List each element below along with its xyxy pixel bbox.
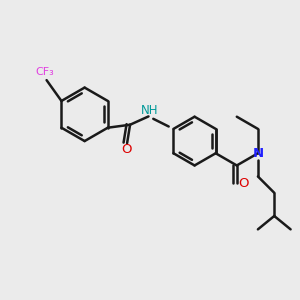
Text: O: O xyxy=(121,143,132,156)
Text: CF₃: CF₃ xyxy=(36,67,55,77)
Text: O: O xyxy=(238,176,249,190)
Text: N: N xyxy=(252,147,263,160)
Text: NH: NH xyxy=(141,104,159,117)
